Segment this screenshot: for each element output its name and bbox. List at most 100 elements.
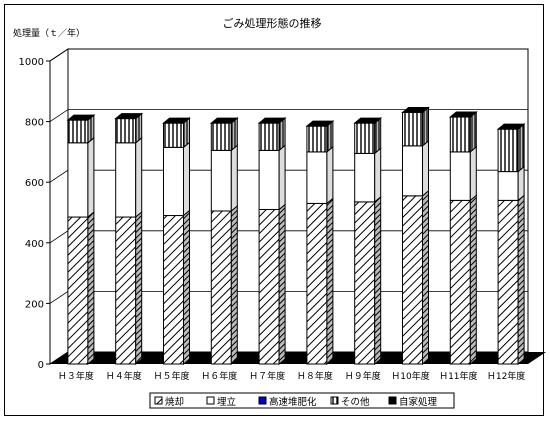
bar-segment xyxy=(258,208,280,365)
bar-segment xyxy=(354,122,376,154)
bar-segment xyxy=(163,146,184,217)
legend-label: 高速堆肥化 xyxy=(269,396,317,408)
bar-segment-side xyxy=(87,210,95,366)
bar-top xyxy=(401,107,430,114)
bar-segment-side xyxy=(278,203,286,366)
legend-label: その他 xyxy=(341,396,370,408)
bar-segment xyxy=(115,118,137,144)
bar-top xyxy=(114,113,144,120)
x-tick-label: Ｈ12年度 xyxy=(487,370,525,382)
bar-segment-side xyxy=(374,195,382,366)
legend-label: 埋立 xyxy=(217,396,236,408)
bar-segment xyxy=(402,112,423,147)
bar-segment-side xyxy=(374,117,382,155)
legend-swatch xyxy=(258,396,267,405)
bar-top xyxy=(66,114,96,121)
legend-swatch xyxy=(154,396,163,405)
legend-box xyxy=(149,392,455,409)
bar-segment xyxy=(449,151,471,201)
y-tick-label: 0 xyxy=(38,360,44,371)
bar-segment-side xyxy=(422,189,429,366)
bar-segment xyxy=(402,145,423,197)
bar-segment xyxy=(306,151,328,204)
bar-segment xyxy=(115,216,137,365)
bar-segment-side xyxy=(422,139,429,197)
bars xyxy=(66,106,526,366)
bar-segment xyxy=(354,152,376,203)
bar-segment xyxy=(306,202,328,365)
bar-segment-side xyxy=(183,209,190,366)
chart-title: ごみ処理形態の推移 xyxy=(223,16,322,30)
bar-segment-side xyxy=(517,194,525,366)
bar-top xyxy=(162,117,191,124)
bar-segment xyxy=(163,122,184,148)
x-tick-label: Ｈ10年度 xyxy=(391,370,429,382)
bar-segment xyxy=(210,122,232,151)
x-tick-label: Ｈ３年度 xyxy=(58,370,94,382)
bar-segment xyxy=(258,122,280,151)
x-tick-label: Ｈ５年度 xyxy=(153,370,189,382)
bar-segment-side xyxy=(230,144,238,213)
bar-segment xyxy=(402,195,423,365)
bar-segment-side xyxy=(135,210,143,366)
x-tick-label: Ｈ７年度 xyxy=(249,370,285,382)
y-tick-label: 600 xyxy=(25,178,44,189)
gridline xyxy=(49,48,528,62)
bar-top xyxy=(257,117,287,124)
bar-segment xyxy=(67,216,89,365)
bar-segment-side xyxy=(87,136,95,219)
bar-segment xyxy=(210,149,232,212)
legend-swatch xyxy=(330,396,339,405)
legend-label: 焼却 xyxy=(165,396,184,408)
bar-segment-side xyxy=(422,106,429,147)
y-tick-label: 1000 xyxy=(19,57,44,68)
legend-swatch xyxy=(388,396,397,405)
bar-top xyxy=(496,123,526,130)
bar-segment-side xyxy=(517,165,525,202)
bar-segment xyxy=(354,201,376,365)
bar-segment xyxy=(115,142,137,218)
bar-top xyxy=(305,120,335,127)
bar-segment-side xyxy=(374,147,382,203)
bar-segment-side xyxy=(469,110,477,153)
bar-segment-side xyxy=(230,204,238,366)
x-tick-label: Ｈ９年度 xyxy=(345,370,381,382)
gridline xyxy=(49,109,528,122)
x-tick-label: Ｈ４年度 xyxy=(106,370,142,382)
bar-segment-side xyxy=(183,141,190,217)
bar-segment-side xyxy=(469,145,477,202)
y-axis-label: 処理量（ｔ／年） xyxy=(13,27,85,39)
bar-segment xyxy=(67,142,89,218)
y-axis: 0 200 400 600 800 1000 xyxy=(19,57,50,371)
bar-segment-side xyxy=(517,123,525,173)
legend: 焼却 埋立 高速堆肥化 その他 自家処理 xyxy=(149,392,455,409)
bar-top xyxy=(353,117,383,124)
x-axis: Ｈ３年度 Ｈ４年度 Ｈ５年度 Ｈ６年度 Ｈ７年度 Ｈ８年度 Ｈ９年度 Ｈ10年度 Ｈ11年度 Ｈ1… xyxy=(58,370,525,382)
bar-top xyxy=(209,117,239,124)
legend-swatch xyxy=(206,396,215,405)
bar-segment-side xyxy=(278,144,286,211)
bar-segment xyxy=(163,215,184,365)
bar-segment-side xyxy=(326,145,334,205)
bar-segment xyxy=(258,149,280,210)
x-tick-label: Ｈ６年度 xyxy=(201,370,237,382)
y-tick-label: 200 xyxy=(25,299,44,310)
bar-top xyxy=(448,111,478,118)
x-tick-label: Ｈ11年度 xyxy=(439,370,477,382)
bar-segment xyxy=(210,210,232,365)
bar-segment xyxy=(497,199,519,365)
side-wall xyxy=(49,48,69,365)
bar-segment-side xyxy=(469,194,477,366)
bar-segment xyxy=(449,116,471,153)
bar-segment-side xyxy=(326,197,334,366)
y-tick-label: 800 xyxy=(25,118,44,129)
y-tick-label: 400 xyxy=(25,239,44,250)
bar-segment xyxy=(306,125,328,153)
x-tick-label: Ｈ８年度 xyxy=(297,370,333,382)
bar-segment xyxy=(497,128,519,173)
bar-segment xyxy=(449,199,471,365)
legend-label: 自家処理 xyxy=(399,396,438,408)
bar-segment xyxy=(67,119,89,144)
bar-segment-side xyxy=(135,136,143,219)
